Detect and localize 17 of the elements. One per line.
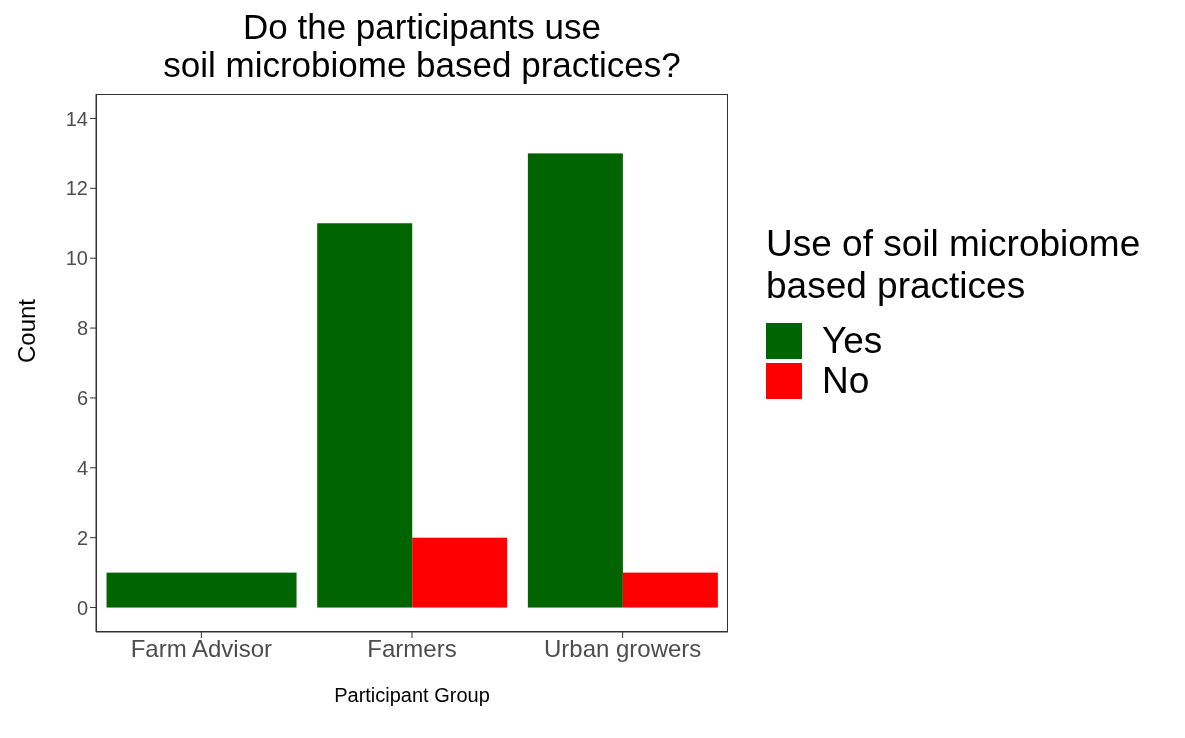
x-tick-label: Urban growers [543,635,702,663]
legend-title: Use of soil microbiome based practices [766,223,1141,307]
legend-label: No [822,360,870,402]
y-axis-title: Count [12,298,40,363]
y-tick-label: 14 [65,107,88,130]
y-tick-label: 0 [76,596,88,619]
y-tick-label: 10 [65,247,88,270]
y-tick-label: 12 [65,177,88,200]
chart-title: Do the participants use soil microbiome based practices? [162,7,682,84]
x-tick-label: Farm Advisor [130,635,273,663]
x-axis-title: Participant Group [334,684,490,706]
y-tick-label: 6 [76,387,88,410]
y-tick-label: 2 [76,526,88,549]
y-tick-label: 4 [76,456,88,479]
y-tick-label: 8 [76,317,88,340]
legend-label: Yes [822,320,883,362]
x-tick-label: Farmers [367,635,457,663]
